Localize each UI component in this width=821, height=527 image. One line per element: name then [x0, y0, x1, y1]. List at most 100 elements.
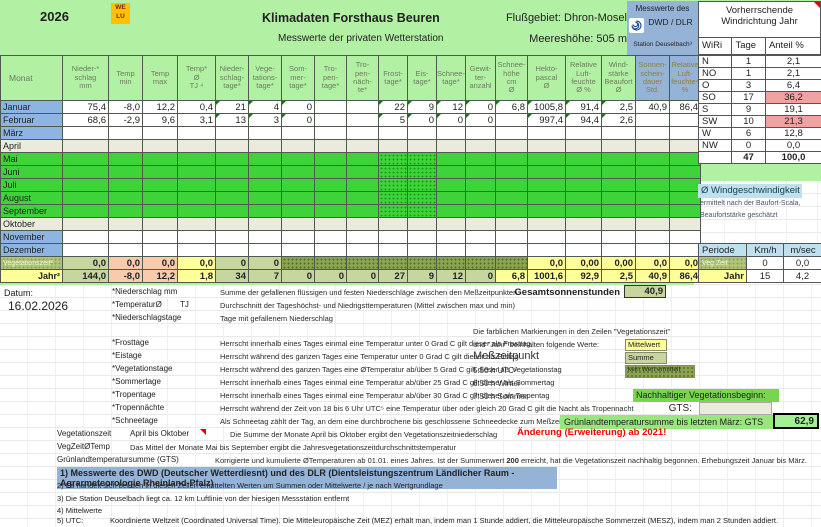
- period-cell[interactable]: 0,0: [783, 256, 821, 270]
- table-cell[interactable]: [436, 256, 466, 270]
- wind-dir-cell[interactable]: NO: [698, 67, 732, 80]
- row-label-februar[interactable]: Februar: [0, 113, 63, 127]
- table-cell[interactable]: [635, 113, 670, 127]
- table-cell[interactable]: [314, 204, 347, 218]
- table-cell[interactable]: [465, 256, 496, 270]
- table-cell[interactable]: [436, 165, 466, 179]
- table-cell[interactable]: [62, 191, 109, 205]
- table-cell[interactable]: 9,6: [142, 113, 178, 127]
- table-cell[interactable]: 92,9: [565, 269, 602, 283]
- table-cell[interactable]: [527, 178, 566, 192]
- table-cell[interactable]: [527, 152, 566, 166]
- table-cell[interactable]: [527, 139, 566, 153]
- wind-dir-col-tage[interactable]: Tage: [731, 38, 764, 54]
- table-cell[interactable]: [378, 152, 408, 166]
- table-cell[interactable]: [248, 165, 282, 179]
- table-cell[interactable]: [495, 204, 528, 218]
- table-cell[interactable]: 0,0: [669, 256, 701, 270]
- table-cell[interactable]: [436, 139, 466, 153]
- table-cell[interactable]: 1001,6: [527, 269, 566, 283]
- table-cell[interactable]: 0: [281, 269, 315, 283]
- table-cell[interactable]: [177, 191, 216, 205]
- wind-dir-total-cell[interactable]: 47: [731, 151, 766, 164]
- column-header-14[interactable]: Hekto-pascal Ø: [527, 55, 566, 101]
- period-cell[interactable]: Veg Zeit: [698, 256, 747, 270]
- table-cell[interactable]: 12: [436, 269, 466, 283]
- table-cell[interactable]: 0: [465, 269, 496, 283]
- period-cell[interactable]: 4,2: [783, 269, 821, 283]
- table-cell[interactable]: 21: [215, 100, 249, 114]
- table-cell[interactable]: [635, 126, 670, 140]
- period-cell[interactable]: 15: [746, 269, 784, 283]
- table-cell[interactable]: [346, 256, 379, 270]
- table-cell[interactable]: [465, 139, 496, 153]
- table-cell[interactable]: 5: [378, 113, 408, 127]
- wind-dir-cell[interactable]: NW: [698, 139, 732, 152]
- table-cell[interactable]: 997,4: [527, 113, 566, 127]
- table-cell[interactable]: [142, 217, 178, 231]
- table-cell[interactable]: 91,4: [565, 100, 602, 114]
- wind-dir-cell[interactable]: 19,1: [765, 103, 821, 116]
- wind-dir-cell[interactable]: N: [698, 55, 732, 68]
- wind-dir-cell[interactable]: 9: [731, 103, 766, 116]
- table-cell[interactable]: [378, 191, 408, 205]
- table-cell[interactable]: [527, 165, 566, 179]
- column-header-10[interactable]: Eis-tage*: [407, 55, 437, 101]
- table-cell[interactable]: 0: [314, 269, 347, 283]
- wind-dir-cell[interactable]: SO: [698, 91, 732, 104]
- table-cell[interactable]: [177, 204, 216, 218]
- table-cell[interactable]: [108, 126, 143, 140]
- table-cell[interactable]: [669, 165, 701, 179]
- table-cell[interactable]: 0,00: [601, 256, 636, 270]
- table-cell[interactable]: [465, 178, 496, 192]
- table-cell[interactable]: [177, 152, 216, 166]
- table-cell[interactable]: [407, 243, 437, 257]
- table-cell[interactable]: [495, 152, 528, 166]
- table-cell[interactable]: [142, 178, 178, 192]
- table-cell[interactable]: 1005,8: [527, 100, 566, 114]
- row-label-august[interactable]: August: [0, 191, 63, 205]
- table-cell[interactable]: [669, 139, 701, 153]
- table-cell[interactable]: [346, 191, 379, 205]
- column-header-18[interactable]: Relative Luft-feuchte⁴%: [669, 55, 701, 101]
- table-cell[interactable]: [281, 230, 315, 244]
- table-cell[interactable]: 9: [407, 100, 437, 114]
- column-header-9[interactable]: Frost-tage*: [378, 55, 408, 101]
- table-cell[interactable]: [635, 139, 670, 153]
- table-cell[interactable]: [142, 165, 178, 179]
- table-cell[interactable]: [378, 256, 408, 270]
- table-cell[interactable]: 94,4: [565, 113, 602, 127]
- table-cell[interactable]: 12: [436, 100, 466, 114]
- table-cell[interactable]: [635, 217, 670, 231]
- column-header-5[interactable]: Vege-tations-tage*: [248, 55, 282, 101]
- table-cell[interactable]: [669, 126, 701, 140]
- table-cell[interactable]: [314, 243, 347, 257]
- table-cell[interactable]: [108, 178, 143, 192]
- table-cell[interactable]: [62, 139, 109, 153]
- table-cell[interactable]: [346, 217, 379, 231]
- table-cell[interactable]: [407, 126, 437, 140]
- table-cell[interactable]: [601, 230, 636, 244]
- table-cell[interactable]: 0,00: [565, 256, 602, 270]
- table-cell[interactable]: [601, 217, 636, 231]
- table-cell[interactable]: -2,9: [108, 113, 143, 127]
- table-cell[interactable]: [635, 178, 670, 192]
- table-cell[interactable]: [407, 204, 437, 218]
- table-cell[interactable]: [215, 191, 249, 205]
- table-cell[interactable]: [495, 243, 528, 257]
- table-cell[interactable]: [465, 191, 496, 205]
- table-cell[interactable]: [436, 230, 466, 244]
- table-cell[interactable]: [215, 126, 249, 140]
- table-cell[interactable]: [215, 243, 249, 257]
- wind-dir-cell[interactable]: 3: [731, 79, 766, 92]
- table-cell[interactable]: 2,5: [601, 100, 636, 114]
- table-cell[interactable]: [635, 243, 670, 257]
- table-cell[interactable]: [565, 165, 602, 179]
- table-cell[interactable]: [669, 191, 701, 205]
- table-cell[interactable]: 34: [215, 269, 249, 283]
- table-cell[interactable]: [248, 204, 282, 218]
- table-cell[interactable]: 3: [248, 113, 282, 127]
- table-cell[interactable]: [62, 152, 109, 166]
- table-cell[interactable]: [378, 139, 408, 153]
- table-cell[interactable]: [495, 191, 528, 205]
